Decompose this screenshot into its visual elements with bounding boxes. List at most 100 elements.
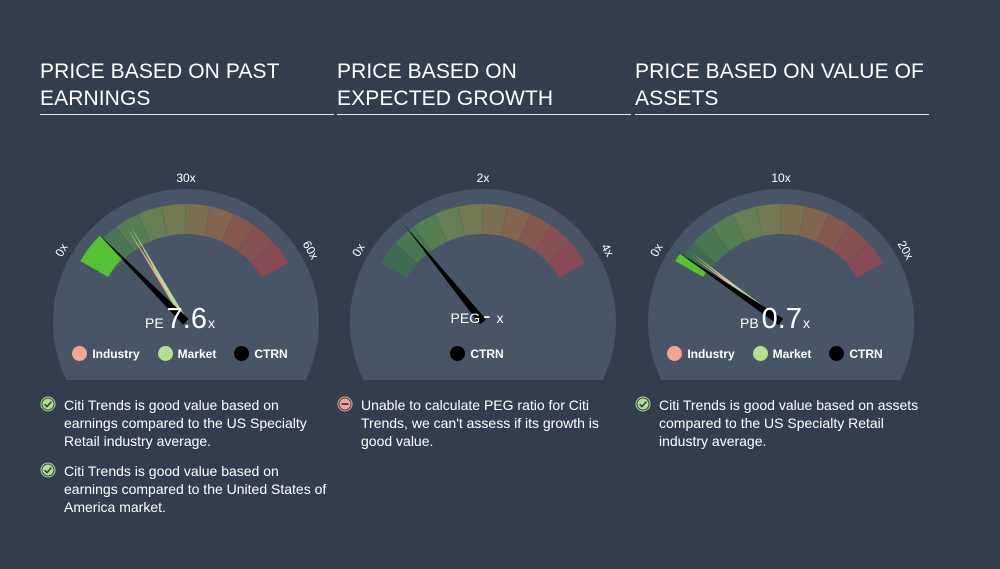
gauge-band-segment <box>138 206 168 242</box>
note-text: Citi Trends is good value based on earni… <box>64 463 327 515</box>
gauge-band-segment <box>816 214 851 251</box>
legend-dot-industry <box>72 346 88 361</box>
tick-label: 2x <box>477 171 490 185</box>
gauge-band-segment <box>799 206 829 242</box>
legend-dot-company <box>829 346 845 361</box>
gauge-band-segment <box>161 204 186 236</box>
panel-pb: PRICE BASED ON VALUE OF ASSETS 0x 10x 20x … <box>635 0 931 569</box>
panel-title: PRICE BASED ON VALUE OF ASSETS <box>635 58 929 115</box>
value-suffix: x <box>496 310 504 326</box>
value-prefix: PEG <box>450 310 481 326</box>
legend-label: CTRN <box>849 346 883 361</box>
check-icon <box>40 462 56 478</box>
gauge-pb: 0x 10x 20x <box>635 150 931 390</box>
gauge-svg: 0x 2x 4x <box>349 171 617 380</box>
legend: Industry Market CTRN <box>635 346 915 361</box>
gauge-band-segment <box>380 243 418 278</box>
tick-label: 0x <box>349 241 367 259</box>
tick-label: 0x <box>647 241 665 259</box>
check-icon <box>635 396 651 412</box>
value-readout: PB 0.7x <box>635 303 915 336</box>
gauge-band-segment <box>693 226 730 264</box>
note-item: Citi Trends is good value based on asset… <box>635 396 931 450</box>
gauge-band-segment <box>483 204 508 236</box>
gauge-band-segment <box>756 204 781 236</box>
legend-dot-company <box>450 346 466 361</box>
tick-label: 20x <box>895 238 917 262</box>
gauge-band-segment <box>251 243 288 278</box>
value-suffix: x <box>803 315 810 331</box>
gauge-band-segment <box>733 206 763 242</box>
legend-item-market: Market <box>752 346 812 361</box>
tick-label: 0x <box>52 241 70 259</box>
gauge-band-segment <box>846 243 883 278</box>
note-item: Citi Trends is good value based on earni… <box>40 396 336 450</box>
gauge-band-segment <box>435 206 465 242</box>
gauge-band-segment <box>711 214 745 251</box>
gauge-band-segment <box>186 204 211 236</box>
note-item: Unable to calculate PEG ratio for Citi T… <box>337 396 633 450</box>
gauge-band-segment <box>534 226 571 263</box>
legend: Industry Market CTRN <box>40 346 320 361</box>
needle-company <box>676 251 784 326</box>
gauge-svg: 0x 30x 60x <box>52 171 321 380</box>
notes: Citi Trends is good value based on earni… <box>40 396 336 528</box>
value-prefix: PB <box>739 315 759 331</box>
gauge-band-segment <box>413 214 447 251</box>
legend-dot-company <box>234 346 250 361</box>
gauge-band-segment <box>221 214 256 251</box>
gauge-band-segment <box>204 206 234 242</box>
gauge-band-segment <box>501 206 531 242</box>
note-item: Citi Trends is good value based on earni… <box>40 462 336 516</box>
gauge-band-segment <box>395 226 432 264</box>
value-number: - <box>483 303 491 328</box>
gauge-band-segment <box>458 204 483 236</box>
gauge-svg: 0x 10x 20x <box>647 171 917 380</box>
legend-dot-market <box>157 346 173 361</box>
legend-item-company: CTRN <box>234 346 288 361</box>
gauge-band-segment <box>678 243 716 278</box>
panel-title: PRICE BASED ON PAST EARNINGS <box>40 58 334 115</box>
minus-icon <box>337 396 353 412</box>
legend-label: CTRN <box>470 346 504 361</box>
needle-company <box>97 232 189 325</box>
panel-title: PRICE BASED ON EXPECTED GROWTH <box>337 58 631 115</box>
tick-label: 10x <box>771 171 790 185</box>
tick-label: 30x <box>176 171 195 185</box>
gauge-band-segment <box>116 214 150 251</box>
notes: Citi Trends is good value based on asset… <box>635 396 931 462</box>
value-number: 7.6 <box>166 303 207 335</box>
notes: Unable to calculate PEG ratio for Citi T… <box>337 396 633 462</box>
legend-label: CTRN <box>254 346 288 361</box>
gauge-band-segment <box>548 243 585 278</box>
legend-label: Market <box>177 346 217 361</box>
tick-label: 4x <box>598 241 616 259</box>
legend-item-industry: Industry <box>72 346 140 361</box>
gauge-band-segment <box>781 204 806 236</box>
needle-market <box>130 225 188 324</box>
value-suffix: x <box>208 315 215 331</box>
legend-dot-industry <box>667 346 683 361</box>
value-prefix: PE <box>144 315 164 331</box>
check-icon <box>40 396 56 412</box>
legend-item-market: Market <box>157 346 217 361</box>
note-text: Citi Trends is good value based on earni… <box>64 397 307 449</box>
gauge-value-highlight <box>80 235 123 277</box>
gauge-band-segment <box>832 226 869 263</box>
panel-pe: PRICE BASED ON PAST EARNINGS 0x 30x 60x PE… <box>40 0 336 569</box>
value-readout: PEG - x <box>337 303 617 329</box>
needle-company <box>403 224 487 325</box>
legend-label: Industry <box>92 346 140 361</box>
gauge-value-highlight <box>675 253 707 277</box>
legend-label: Market <box>772 346 812 361</box>
gauge-pe: 0x 30x 60x <box>40 150 336 390</box>
legend-label: Industry <box>687 346 735 361</box>
gauge-band-segment <box>237 226 274 263</box>
note-text: Citi Trends is good value based on asset… <box>659 397 919 449</box>
note-text: Unable to calculate PEG ratio for Citi T… <box>361 397 599 449</box>
legend: CTRN <box>337 346 617 361</box>
value-readout: PE 7.6x <box>40 303 320 336</box>
legend-dot-market <box>752 346 768 361</box>
legend-item-company: CTRN <box>829 346 883 361</box>
panel-peg: PRICE BASED ON EXPECTED GROWTH 0x 2x 4x PE… <box>337 0 633 569</box>
